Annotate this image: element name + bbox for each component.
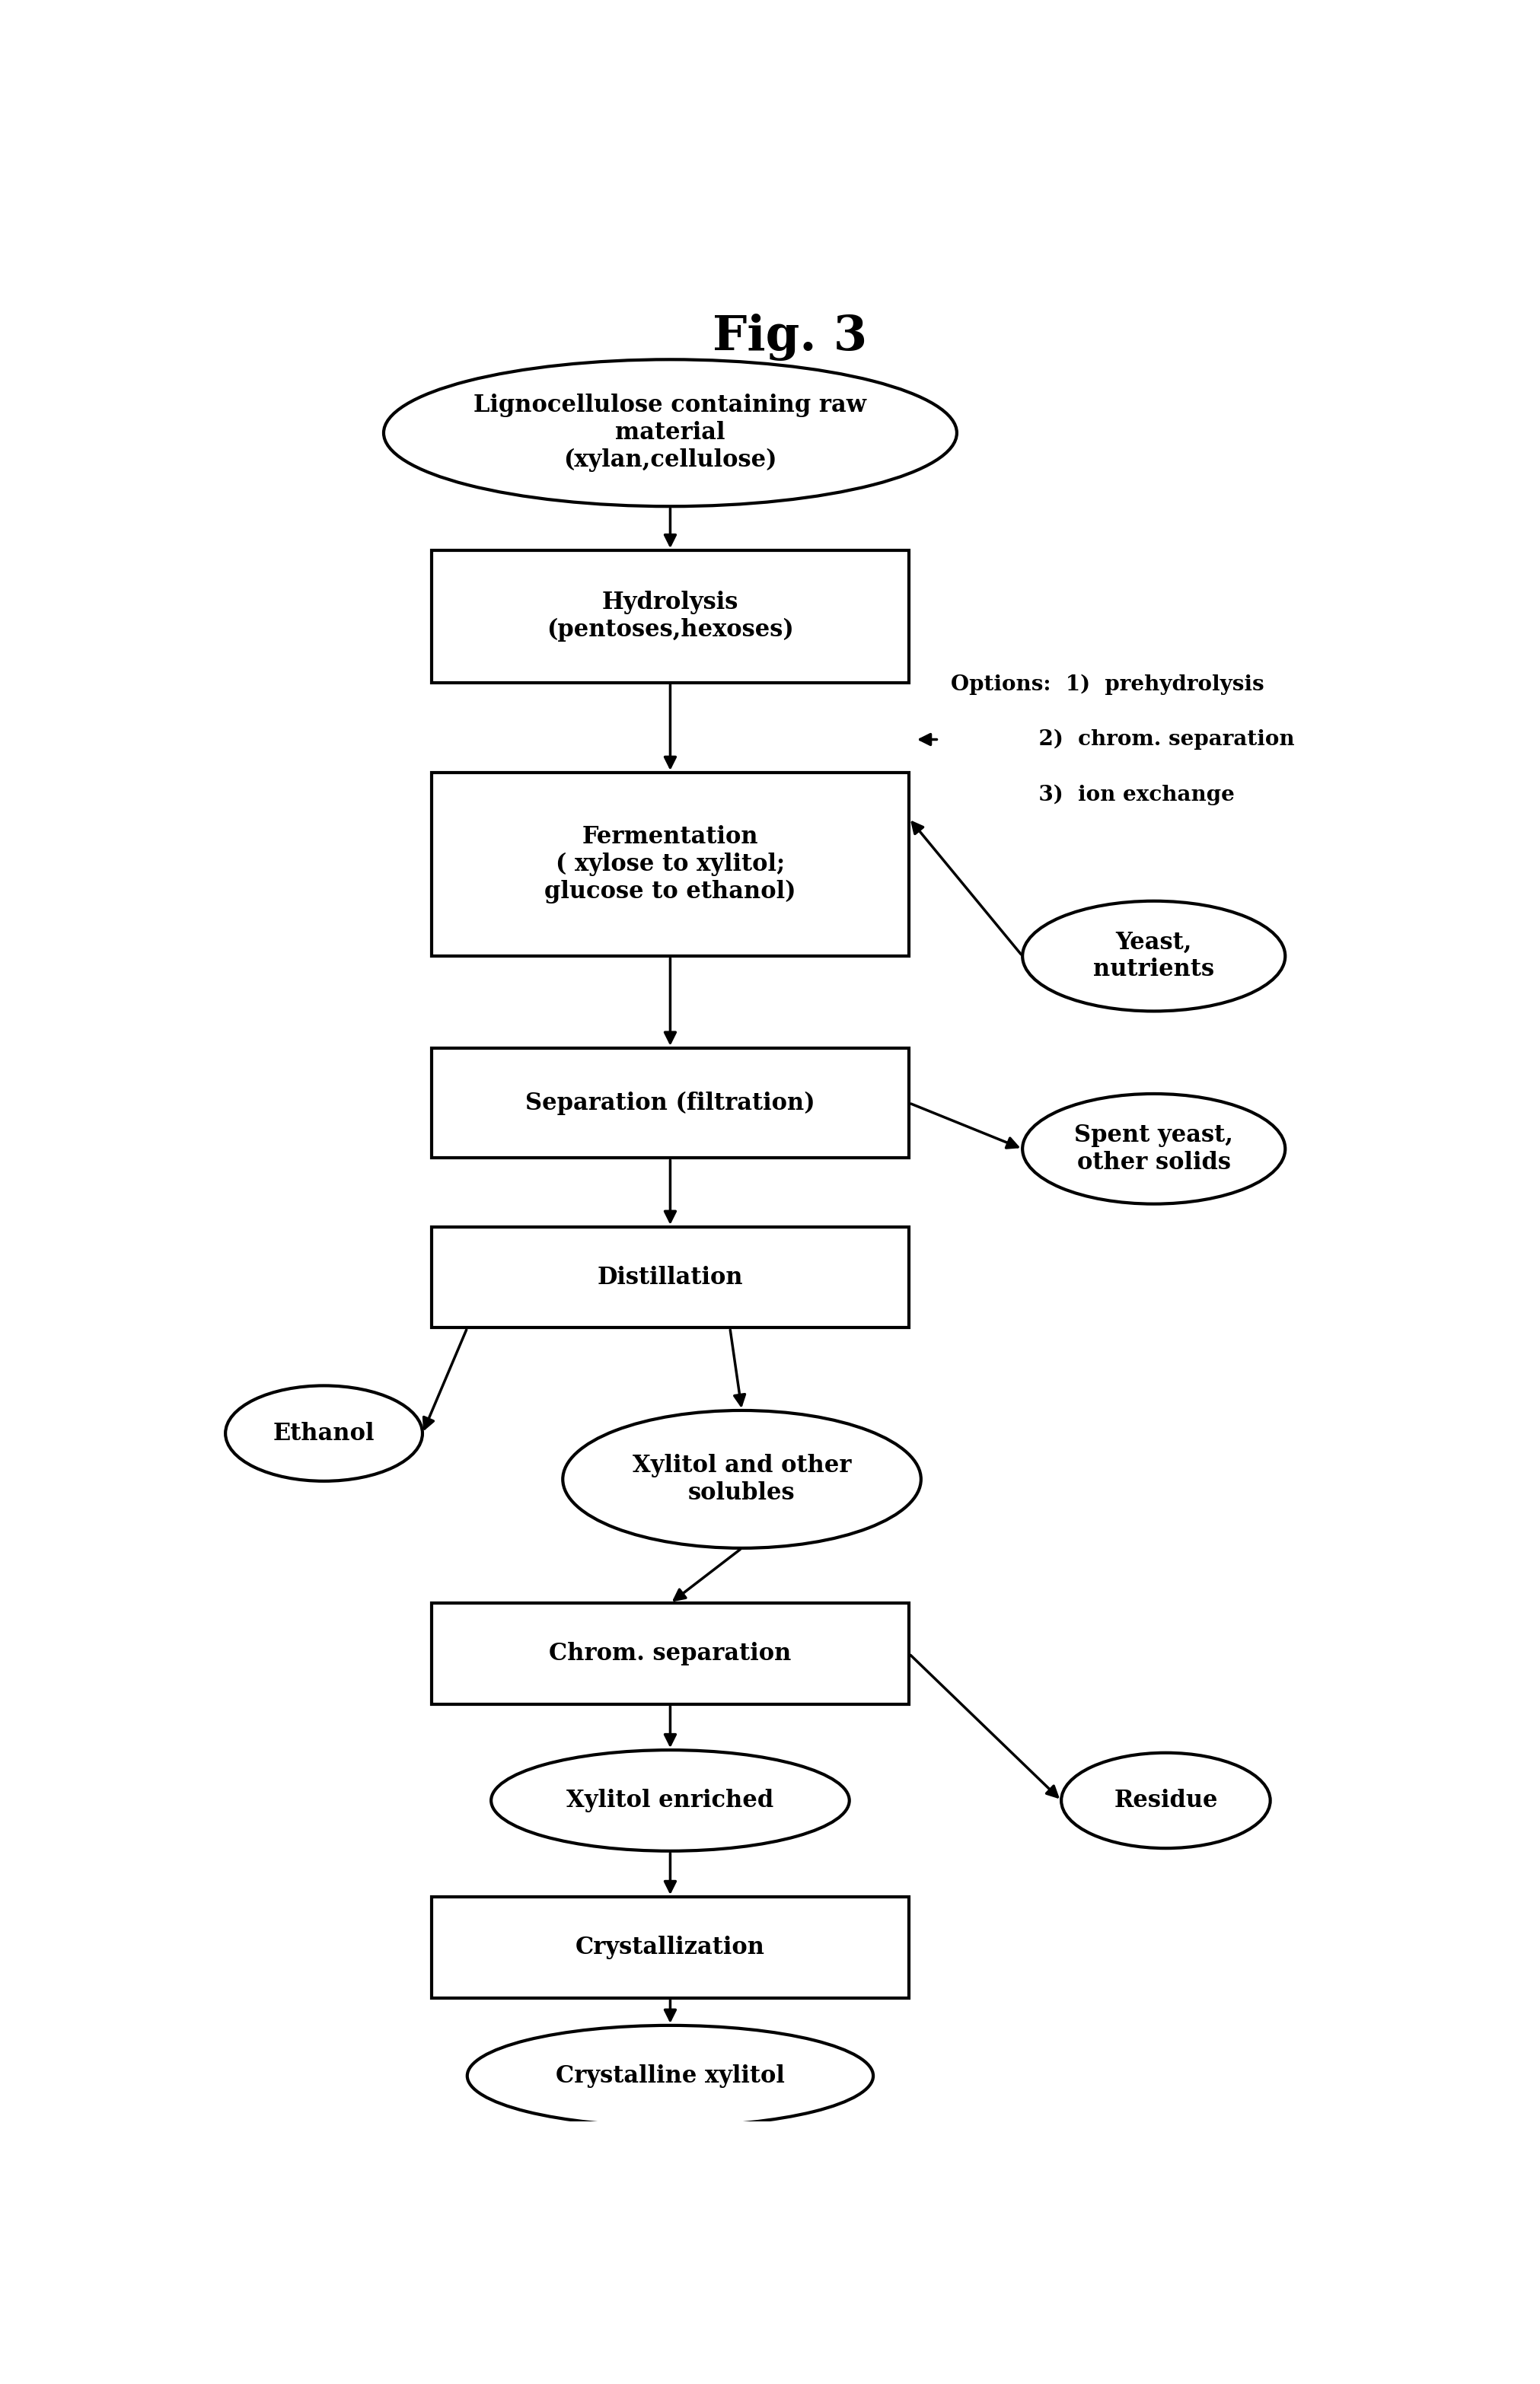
Text: Spent yeast,
other solids: Spent yeast, other solids xyxy=(1073,1123,1232,1175)
Text: Distillation: Distillation xyxy=(598,1266,742,1290)
Text: Fermentation
( xylose to xylitol;
glucose to ethanol): Fermentation ( xylose to xylitol; glucos… xyxy=(544,825,796,904)
Bar xyxy=(431,1898,909,1998)
Bar xyxy=(431,551,909,682)
Text: Crystalline xylitol: Crystalline xylitol xyxy=(556,2065,784,2088)
Text: Crystallization: Crystallization xyxy=(574,1936,765,1960)
Text: Separation (filtration): Separation (filtration) xyxy=(525,1092,815,1116)
Bar xyxy=(431,772,909,956)
Bar xyxy=(431,1049,909,1159)
Text: 3)  ion exchange: 3) ion exchange xyxy=(950,784,1234,806)
Text: Lignocellulose containing raw
material
(xylan,cellulose): Lignocellulose containing raw material (… xyxy=(474,393,865,472)
Text: Residue: Residue xyxy=(1113,1788,1217,1812)
Bar xyxy=(431,1602,909,1705)
Text: Xylitol enriched: Xylitol enriched xyxy=(567,1788,773,1812)
Bar xyxy=(431,1228,909,1328)
Text: Xylitol and other
solubles: Xylitol and other solubles xyxy=(631,1454,852,1504)
Text: Fig. 3: Fig. 3 xyxy=(711,315,867,360)
Text: Yeast,
nutrients: Yeast, nutrients xyxy=(1093,930,1214,982)
Text: Ethanol: Ethanol xyxy=(273,1421,374,1445)
Text: Options:  1)  prehydrolysis: Options: 1) prehydrolysis xyxy=(950,675,1263,694)
Text: Hydrolysis
(pentoses,hexoses): Hydrolysis (pentoses,hexoses) xyxy=(547,591,793,641)
Text: Chrom. separation: Chrom. separation xyxy=(548,1643,792,1666)
Text: 2)  chrom. separation: 2) chrom. separation xyxy=(950,730,1294,751)
